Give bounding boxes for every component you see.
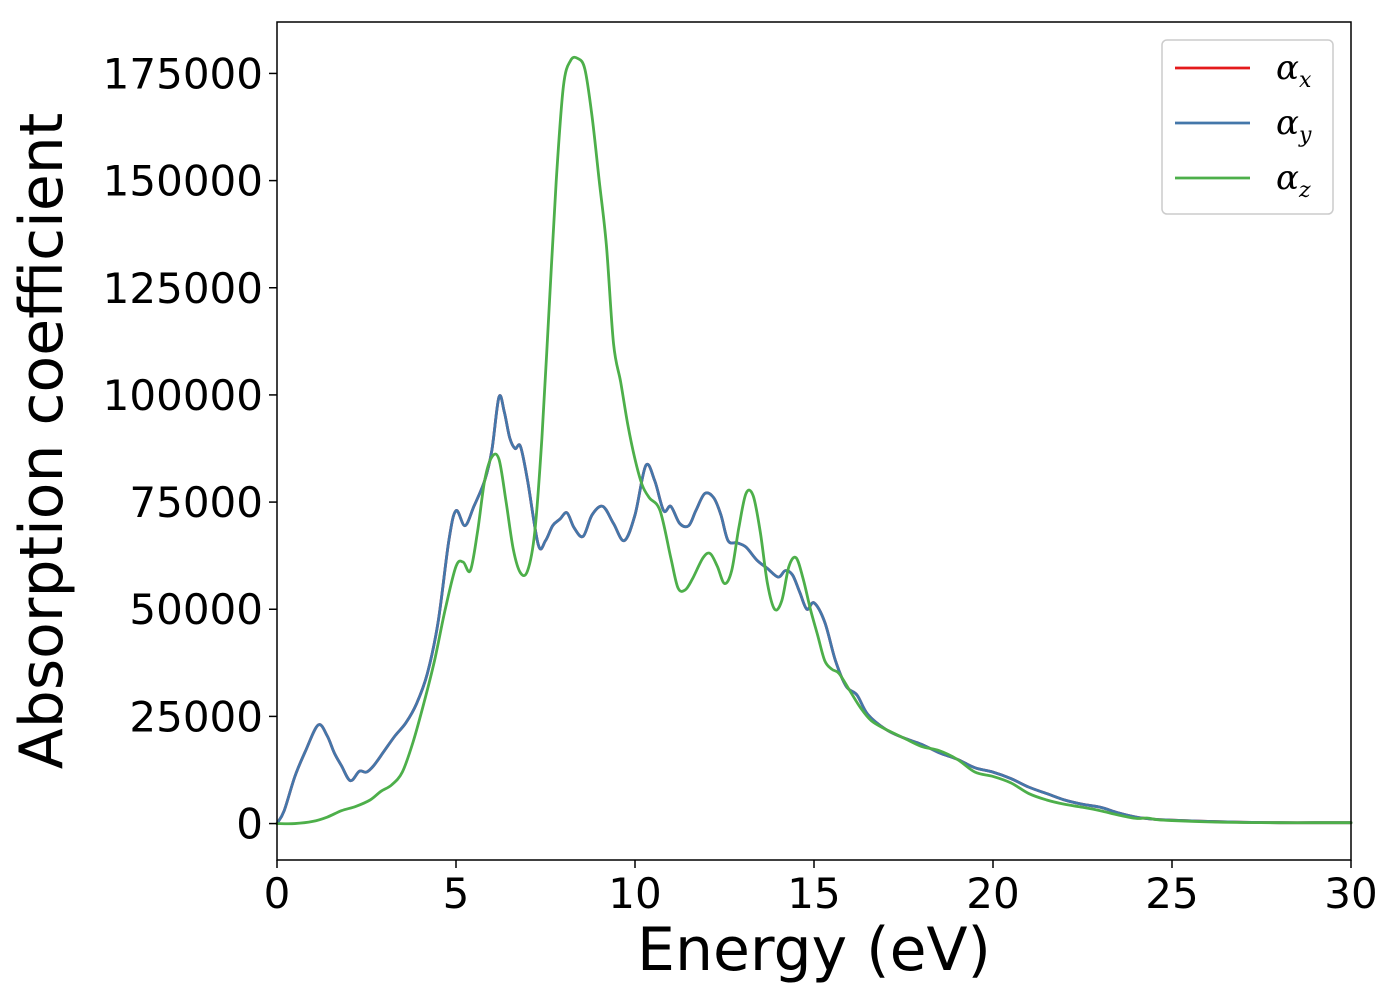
x-tick-label: 10 [608,869,661,918]
x-tick-label: 15 [787,869,840,918]
y-axis-title: Absorption coefficient [7,113,77,770]
y-tick-label: 75000 [129,478,263,527]
legend-box [1161,39,1334,215]
x-tick-label: 0 [264,869,291,918]
y-tick-label: 50000 [129,585,263,634]
series-line-alpha-y [275,394,1353,825]
legend: αx αy αz [1161,39,1334,215]
x-tick-label: 5 [443,869,470,918]
x-tick-label: 25 [1145,869,1198,918]
x-tick-label: 20 [966,869,1019,918]
legend-label-alpha-z: αz [1276,158,1311,203]
series-line-alpha-z [275,55,1353,826]
legend-label-alpha-x: αx [1276,48,1312,93]
legend-label-alpha-y: αy [1276,103,1312,148]
x-tick-label: 30 [1324,869,1377,918]
x-axis: 0 5 10 15 20 25 30 [264,860,1378,918]
x-axis-title: Energy (eV) [637,915,991,985]
y-tick-label: 175000 [103,49,263,98]
y-axis: 0 25000 50000 75000 100000 125000 150000 175000 [103,49,277,849]
legend-entries: αx αy αz [1175,48,1312,203]
series-layer [275,55,1353,826]
y-tick-label: 125000 [103,264,263,313]
y-tick-label: 25000 [129,692,263,741]
y-tick-label: 100000 [103,371,263,420]
y-tick-label: 0 [236,800,263,849]
y-tick-label: 150000 [103,157,263,206]
